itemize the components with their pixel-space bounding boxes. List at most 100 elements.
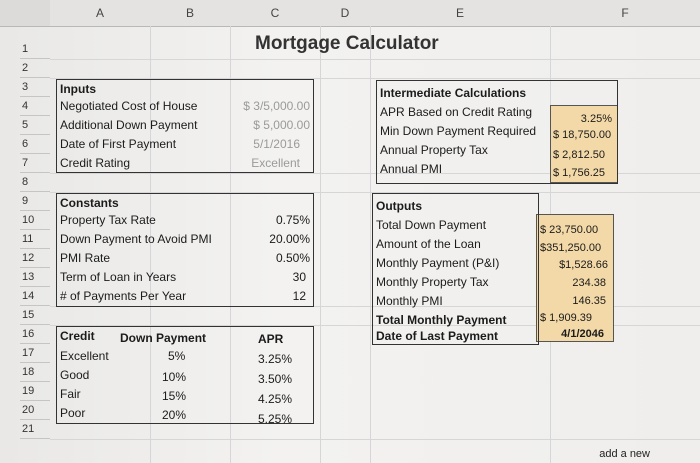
table-cell[interactable]: Fair [60, 387, 81, 401]
output-label: Monthly PMI [376, 294, 443, 308]
table-cell[interactable]: 5% [168, 349, 186, 363]
gridline [50, 439, 700, 440]
row-header[interactable]: 8 [20, 173, 50, 192]
intermediate-label: Annual PMI [380, 162, 443, 176]
table-cell[interactable]: 20% [162, 408, 187, 422]
output-label: Amount of the Loan [376, 237, 481, 251]
gridline [50, 325, 700, 326]
row-header[interactable]: 7 [20, 154, 50, 173]
intermediate-header: Intermediate Calculations [380, 86, 527, 100]
input-label: Date of First Payment [60, 137, 177, 151]
row-header[interactable]: 20 [20, 401, 50, 420]
constant-value[interactable]: 12 [292, 289, 306, 303]
row-header[interactable]: 9 [20, 192, 50, 211]
constant-value[interactable]: 0.50% [275, 251, 310, 265]
output-label: Date of Last Payment [376, 329, 499, 343]
column-header-a[interactable]: A [50, 0, 151, 27]
input-value[interactable]: $ 3/5,000.00 [243, 99, 310, 113]
constant-value[interactable]: 20.00% [269, 232, 310, 246]
row-header[interactable]: 4 [20, 97, 50, 116]
constant-label: Down Payment to Avoid PMI [60, 232, 212, 246]
intermediate-label: Min Down Payment Required [380, 124, 537, 138]
intermediate-label: Annual Property Tax [380, 143, 488, 157]
column-header-e[interactable]: E [370, 0, 551, 27]
column-header-f[interactable]: F [550, 0, 700, 27]
table-cell[interactable]: 15% [162, 389, 187, 403]
output-value: 146.35 [572, 295, 606, 307]
constant-value[interactable]: 0.75% [275, 213, 310, 227]
intermediate-value: 3.25% [580, 113, 612, 125]
gridline [370, 26, 371, 463]
output-value: 4/1/2046 [561, 328, 604, 340]
constants-section [56, 193, 314, 307]
row-header[interactable]: 11 [20, 230, 50, 249]
intermediate-value: $ 1,756.25 [553, 167, 605, 179]
gridline [150, 26, 151, 463]
constant-label: Term of Loan in Years [60, 270, 177, 284]
constants-header: Constants [60, 196, 119, 210]
constant-label: PMI Rate [60, 251, 111, 265]
table-cell[interactable]: Good [60, 368, 90, 382]
table-cell[interactable]: 4.25% [258, 392, 293, 406]
inputs-header: Inputs [60, 82, 96, 96]
row-header[interactable]: 12 [20, 249, 50, 268]
row-header[interactable]: 18 [20, 363, 50, 382]
gridline [50, 59, 700, 60]
intermediate-value: $ 18,750.00 [553, 129, 612, 141]
table-header-down-payment: Down Payment [120, 331, 207, 345]
credit-table [56, 326, 314, 424]
gridline [50, 173, 700, 174]
output-label: Monthly Property Tax [376, 275, 489, 289]
row-header[interactable]: 17 [20, 344, 50, 363]
gridline [50, 78, 700, 79]
output-label: Total Monthly Payment [376, 313, 507, 327]
output-value: 234.38 [572, 277, 606, 289]
outputs-values-fill [536, 214, 614, 342]
row-header[interactable]: 14 [20, 287, 50, 306]
output-value: $351,250.00 [540, 242, 602, 254]
column-header-b[interactable]: B [150, 0, 231, 27]
row-header[interactable]: 10 [20, 211, 50, 230]
row-header[interactable]: 5 [20, 116, 50, 135]
input-value[interactable]: Excellent [251, 156, 300, 170]
outputs-header: Outputs [376, 199, 422, 213]
input-value[interactable]: 5/1/2016 [253, 137, 300, 151]
outputs-section [372, 193, 539, 345]
table-cell[interactable]: 3.25% [258, 352, 293, 366]
row-header[interactable]: 3 [20, 78, 50, 97]
output-label: Total Down Payment [376, 218, 487, 232]
row-header[interactable]: 2 [20, 59, 50, 78]
table-cell[interactable]: 5.25% [258, 412, 293, 426]
output-value: $ 1,909.39 [540, 312, 592, 324]
input-label: Additional Down Payment [60, 118, 198, 132]
page-title: Mortgage Calculator [255, 33, 439, 54]
intermediate-label: APR Based on Credit Rating [380, 105, 533, 119]
footer-note: add a new [599, 448, 650, 460]
inputs-section [56, 79, 314, 173]
input-value[interactable]: $ 5,000.00 [253, 118, 310, 132]
row-header[interactable]: 1 [20, 40, 50, 59]
gridline [50, 192, 700, 193]
row-header[interactable]: 19 [20, 382, 50, 401]
table-cell[interactable]: 3.50% [258, 372, 293, 386]
table-cell[interactable]: 10% [162, 370, 187, 384]
table-cell[interactable]: Poor [60, 406, 86, 420]
row-header[interactable]: 6 [20, 135, 50, 154]
column-header-d[interactable]: D [320, 0, 371, 27]
select-all-corner[interactable] [0, 0, 51, 27]
input-label: Negotiated Cost of House [60, 99, 198, 113]
gridline [230, 26, 231, 463]
row-header[interactable]: 21 [20, 420, 50, 439]
table-header-credit: Credit [60, 329, 95, 343]
constant-label: # of Payments Per Year [60, 289, 187, 303]
row-header[interactable]: 13 [20, 268, 50, 287]
input-label: Credit Rating [60, 156, 131, 170]
column-header-c[interactable]: C [230, 0, 321, 27]
constant-value[interactable]: 30 [292, 270, 306, 284]
output-value: $1,528.66 [559, 259, 608, 271]
row-header[interactable]: 16 [20, 325, 50, 344]
row-header[interactable]: 15 [20, 306, 50, 325]
table-cell[interactable]: Excellent [60, 349, 109, 363]
gridline [50, 306, 700, 307]
